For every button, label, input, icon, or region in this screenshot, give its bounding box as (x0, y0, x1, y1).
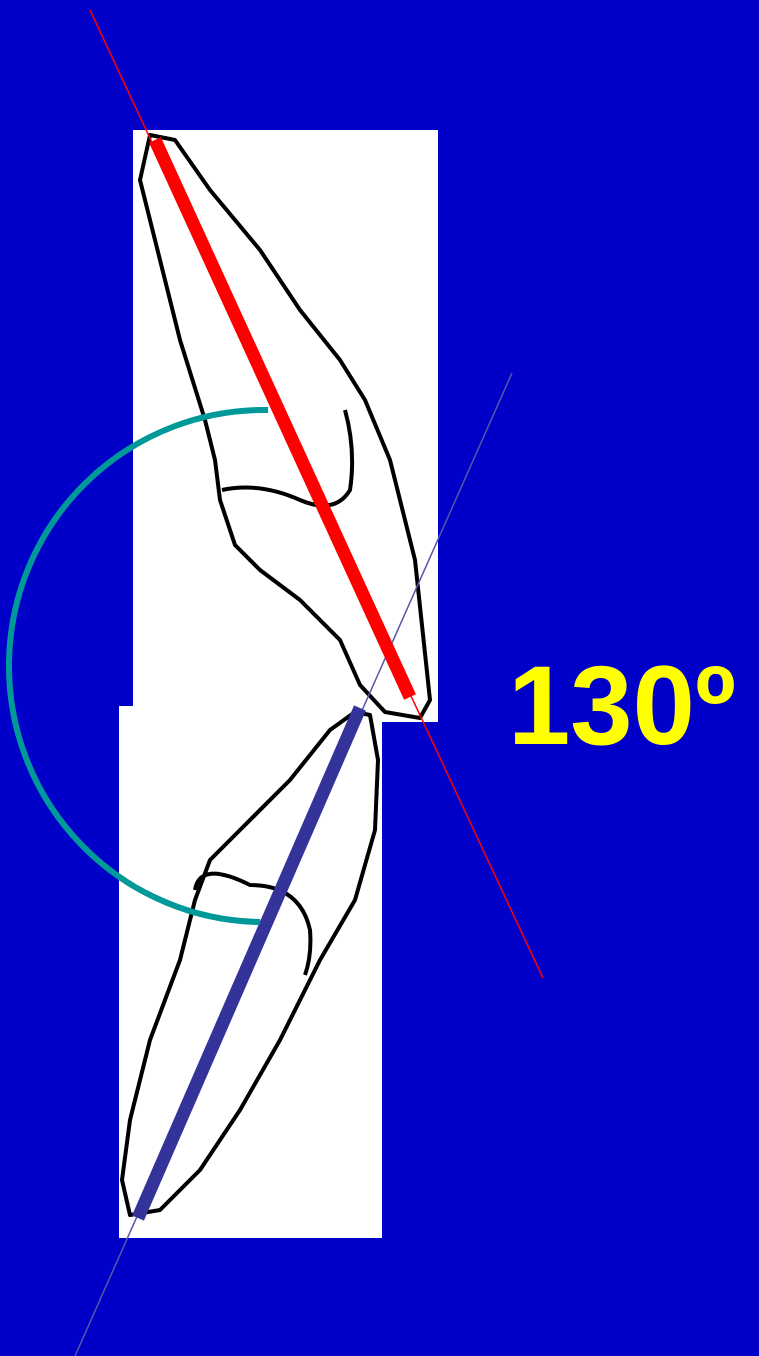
angle-label: 130º (508, 643, 736, 768)
upper-tooth-cej (221, 409, 355, 508)
upper-tooth-outline (138, 133, 432, 720)
lower-tooth-cej (193, 871, 313, 976)
upper-tooth-axis (149, 137, 416, 700)
lower-tooth-outline (120, 710, 380, 1217)
lower-tooth-axis (132, 705, 366, 1221)
angle-arc (5, 406, 269, 925)
